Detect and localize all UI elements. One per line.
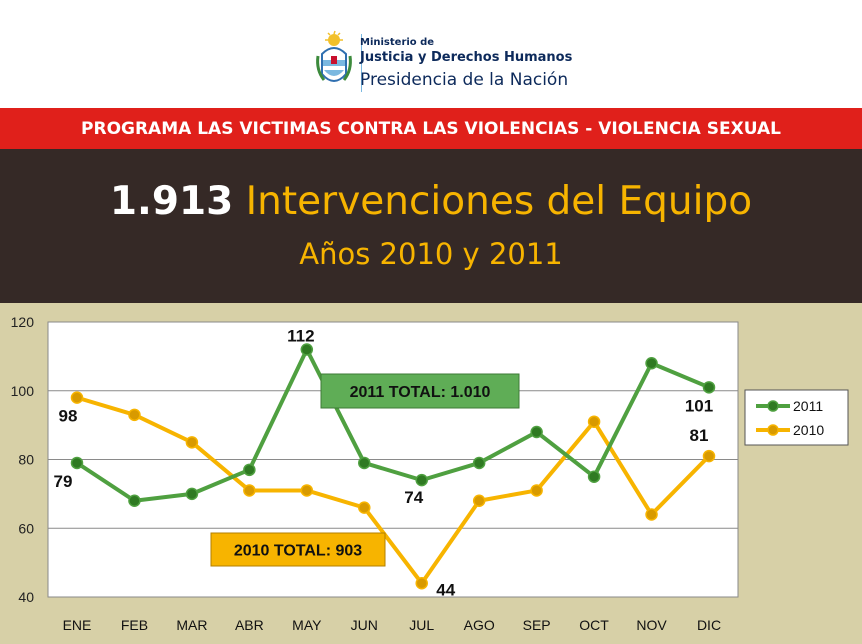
legend-label-2011: 2011 <box>793 398 823 414</box>
point-2010-oct <box>587 415 601 428</box>
y-tick-label: 60 <box>18 520 34 536</box>
point-2011-feb <box>128 494 141 507</box>
point-2010-may <box>300 484 314 497</box>
title-text: Intervenciones del Equipo <box>245 179 753 224</box>
x-tick-label: AGO <box>464 617 495 633</box>
x-tick-label: JUL <box>409 617 434 633</box>
legend-box <box>744 389 849 446</box>
point-2010-sep <box>530 484 543 497</box>
point-2011-ago <box>472 456 486 470</box>
data-label-2010-dic: 81 <box>690 426 709 445</box>
series-line-2010 <box>76 395 711 586</box>
chart-area: 40 60 80 100 120 ENE FEB MAR ABR MAY JUN JUL AGO SEP O… <box>0 303 862 644</box>
y-tick-label: 100 <box>11 383 35 399</box>
annotation-text-2010: 2010 TOTAL: 903 <box>234 543 362 560</box>
point-2010-jul <box>415 577 428 590</box>
point-2011-sep <box>530 425 543 439</box>
page-subtitle: Años 2010 y 2011 <box>299 237 563 271</box>
point-2011-dic <box>702 381 716 394</box>
point-2011-mar <box>185 487 199 501</box>
legend-swatch-marker-2010 <box>767 424 779 436</box>
point-2011-may <box>300 343 314 356</box>
point-2011-abr <box>243 463 256 477</box>
data-label-2011-dic: 101 <box>685 396 713 415</box>
point-2010-ene <box>70 391 84 404</box>
logo-ministry-name: Justicia y Derechos Humanos <box>360 50 573 65</box>
x-tick-label: SEP <box>523 617 551 633</box>
point-2010-abr <box>243 484 256 497</box>
annotation-box-2011 <box>320 373 520 409</box>
ministry-logo: Ministerio de Justicia y Derechos Humano… <box>314 28 572 98</box>
logo-ministry-prefix: Ministerio de <box>360 37 435 48</box>
x-tick-label: ENE <box>63 617 92 633</box>
data-label-2011-jul: 74 <box>404 488 423 507</box>
logo-divider <box>361 34 362 92</box>
x-tick-label: MAY <box>292 617 322 633</box>
legend-label-2010: 2010 <box>793 422 824 438</box>
point-2010-jun <box>358 501 371 514</box>
y-tick-label: 40 <box>18 589 34 605</box>
y-tick-label: 80 <box>18 452 34 468</box>
point-2010-dic <box>702 449 716 463</box>
x-tick-label: NOV <box>636 617 667 633</box>
point-2011-oct <box>587 470 601 483</box>
series-line-2011 <box>75 347 710 503</box>
national-seal-icon <box>316 30 352 82</box>
data-label-2011-may: 112 <box>287 327 314 346</box>
x-tick-label: FEB <box>121 617 148 633</box>
x-tick-label: JUN <box>351 617 378 633</box>
title-total-number: 1.913 <box>109 179 234 224</box>
line-chart: 40 60 80 100 120 ENE FEB MAR ABR MAY JUN JUL AGO SEP O… <box>11 314 849 633</box>
program-banner: PROGRAMA LAS VICTIMAS CONTRA LAS VIOLENC… <box>0 108 862 149</box>
x-tick-label: DIC <box>697 617 721 633</box>
data-label-2011-ene: 79 <box>54 472 73 491</box>
annotation-text-2011: 2011 TOTAL: 1.010 <box>350 384 491 401</box>
point-2011-nov <box>645 357 658 370</box>
point-2010-nov <box>645 508 658 521</box>
point-2010-ago <box>472 494 486 507</box>
y-tick-label: 120 <box>11 314 35 330</box>
data-label-2010-ene: 98 <box>59 407 78 426</box>
point-2011-jun <box>358 456 371 470</box>
point-2011-jul <box>415 473 428 487</box>
x-tick-label: OCT <box>579 617 609 633</box>
data-label-2010-jul: 44 <box>436 580 455 599</box>
x-tick-label: MAR <box>176 617 207 633</box>
header: Ministerio de Justicia y Derechos Humano… <box>0 0 862 108</box>
logo-presidency: Presidencia de la Nación <box>360 70 569 90</box>
point-2010-feb <box>128 408 141 422</box>
annotation-box-2010 <box>210 532 386 567</box>
point-2010-mar <box>185 436 199 449</box>
plot-border <box>47 321 739 598</box>
legend-swatch-marker-2011 <box>767 400 779 412</box>
point-2011-ene <box>70 456 84 470</box>
title-band: 1.913 Intervenciones del Equipo Años 201… <box>0 149 862 303</box>
page-title: 1.913 Intervenciones del Equipo <box>0 179 862 224</box>
x-tick-label: ABR <box>235 617 264 633</box>
